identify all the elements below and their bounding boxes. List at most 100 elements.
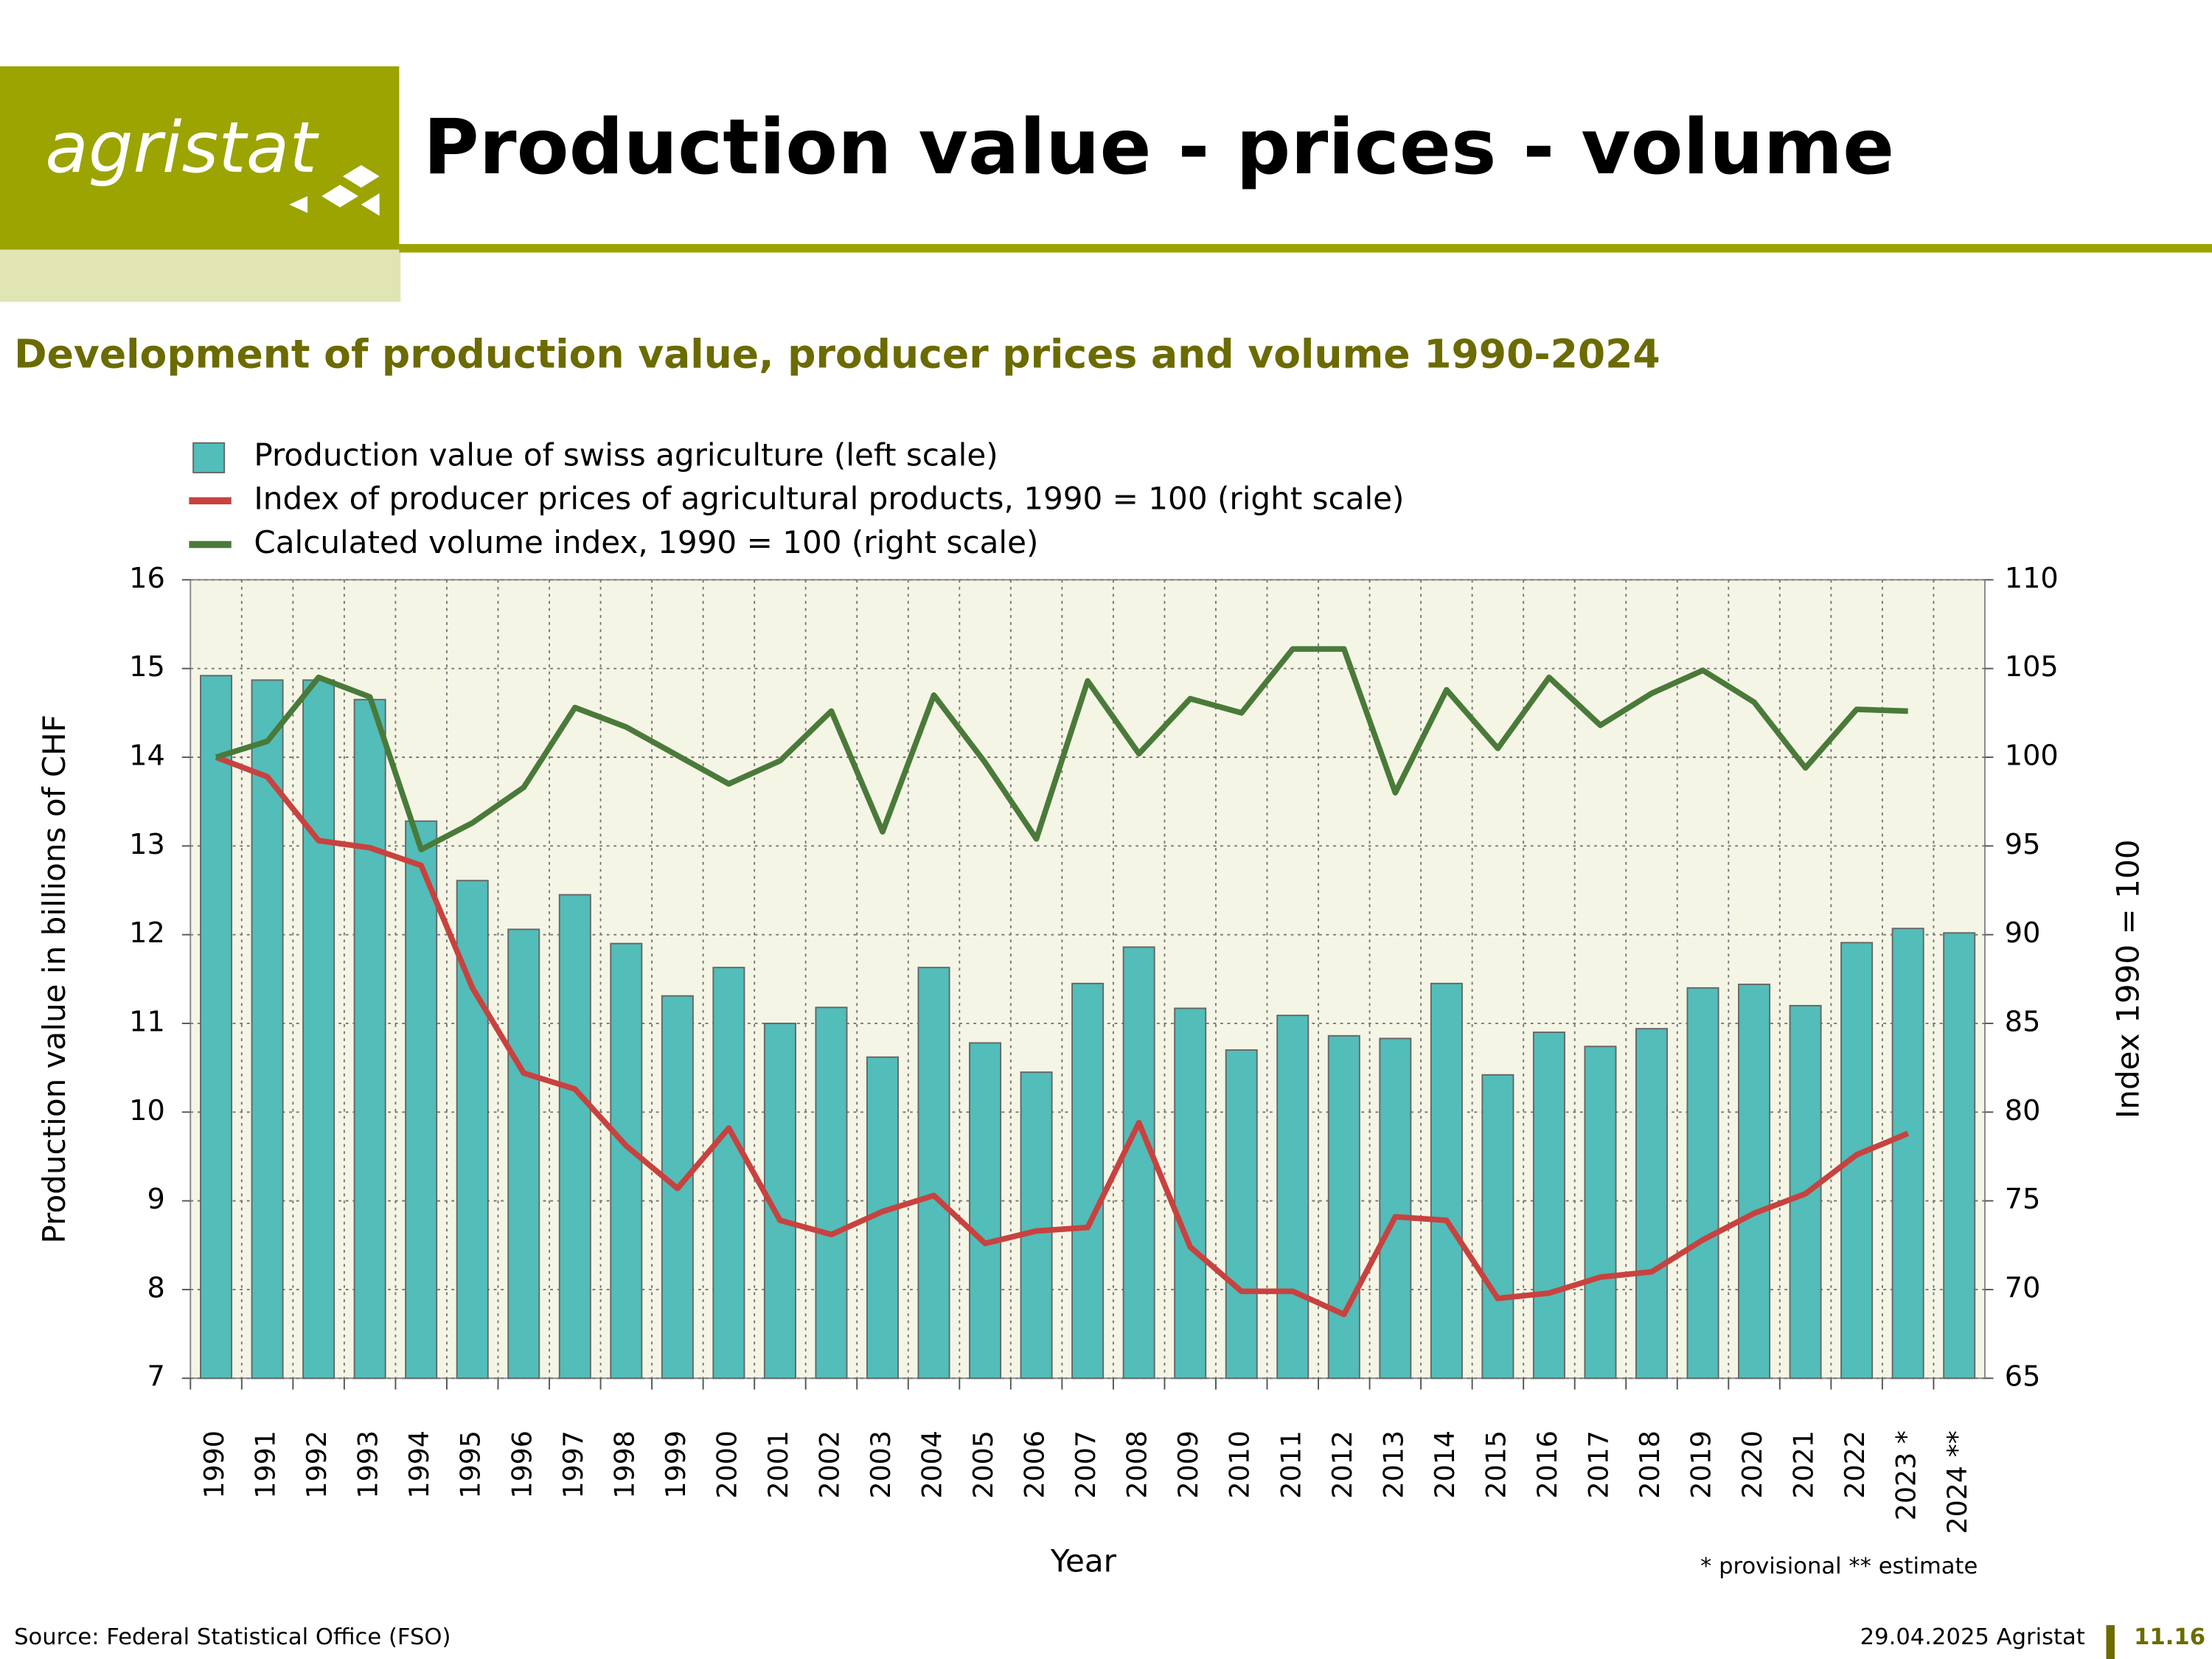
bar [815,1006,848,1380]
bar [1225,1049,1258,1380]
x-tick-label: 1990 [198,1430,230,1499]
bar [969,1042,1002,1380]
y-tick-label: 12 [129,917,165,950]
y2-tick-label: 95 [2005,828,2041,861]
x-tick-label: 1992 [301,1430,333,1499]
bar [1327,1034,1360,1380]
bar [712,967,745,1380]
x-tick-label: 1999 [660,1430,692,1499]
y-tick-label: 11 [129,1005,165,1038]
bar [1174,1007,1207,1380]
y2-tick-label: 110 [2005,562,2059,595]
header-rule [399,243,2212,253]
y-tick-label: 16 [129,562,165,595]
y2-tick-label: 90 [2005,917,2041,950]
footer-bar [2106,1625,2115,1659]
x-tick-label: 2015 [1480,1430,1512,1499]
bar [1276,1015,1310,1380]
y-axis-label: Production value in billions of CHF [36,714,72,1244]
x-tick-label: 1998 [608,1430,640,1499]
bar [610,942,643,1380]
bar [405,820,438,1380]
bar [1635,1028,1668,1380]
x-tick-label: 2000 [711,1430,742,1499]
bar [1789,1004,1822,1380]
bar [1020,1071,1053,1380]
y-tick-label: 9 [147,1183,165,1216]
x-tick-label: 2001 [762,1430,794,1498]
y2-tick-label: 80 [2005,1094,2041,1127]
bar [302,679,335,1380]
bar [353,698,386,1380]
legend-swatch [192,442,226,473]
bar [1738,984,1771,1380]
x-tick-label: 2020 [1736,1430,1768,1499]
x-tick-label: 2018 [1634,1430,1666,1499]
bar [1532,1032,1565,1380]
x-tick-label: 1996 [506,1430,538,1499]
x-tick-label: 2024 ** [1941,1430,1973,1534]
page-title: Production value - prices - volume [423,103,1894,192]
x-tick-label: 2008 [1121,1430,1153,1498]
y2-tick-label: 75 [2005,1183,2041,1216]
y-tick-label: 14 [129,739,165,772]
x-tick-label: 1993 [352,1430,384,1499]
y2-tick-label: 100 [2005,739,2059,772]
bar [1686,987,1719,1380]
page-number: 11.16 [2134,1624,2205,1650]
x-tick-label: 2014 [1429,1430,1461,1498]
source: Source: Federal Statistical Office (FSO) [14,1624,451,1650]
legend-label: Index of producer prices of agricultural… [254,481,1404,517]
y-tick-label: 15 [129,650,165,684]
x-tick-label: 1994 [403,1430,435,1499]
legend-label: Production value of swiss agriculture (l… [254,437,998,473]
bar [1943,932,1976,1380]
bar [1430,982,1463,1380]
x-tick-label: 2011 [1275,1430,1307,1498]
bar [917,967,950,1380]
x-tick-label: 2017 [1582,1430,1614,1499]
y2-tick-label: 105 [2005,650,2059,684]
chart-title: Development of production value, produce… [14,331,1660,378]
bar [1584,1046,1617,1380]
bar [1122,946,1155,1380]
x-tick-label: 2019 [1686,1430,1717,1499]
x-tick-label: 2010 [1224,1430,1256,1499]
logo-text: agristat [45,106,319,189]
y-tick-label: 8 [147,1271,165,1304]
x-tick-label: 1995 [455,1430,487,1499]
bar [1379,1037,1412,1380]
y2-axis-label: Index 1990 = 100 [2110,839,2146,1119]
x-tick-label: 2005 [967,1430,999,1499]
y-tick-label: 7 [147,1360,165,1394]
x-tick-label: 2022 [1839,1430,1871,1499]
y-tick-label: 10 [129,1094,165,1127]
x-tick-label: 1997 [557,1430,589,1499]
x-tick-label: 2002 [813,1430,845,1499]
note: * provisional ** estimate [1700,1554,1978,1579]
y2-tick-label: 70 [2005,1271,2041,1304]
date: 29.04.2025 Agristat [1860,1624,2085,1650]
x-tick-label: 2004 [917,1430,948,1499]
y-tick-label: 13 [129,828,165,861]
y2-tick-label: 85 [2005,1005,2041,1038]
bar [1891,928,1924,1380]
bar [1840,942,1874,1380]
x-tick-label: 2006 [1019,1430,1051,1499]
x-tick-label: 1991 [250,1430,282,1499]
y2-tick-label: 65 [2005,1360,2041,1394]
logo-shadow [0,249,401,302]
x-tick-label: 2003 [865,1430,897,1499]
x-tick-label: 2023 * [1891,1430,1922,1520]
x-tick-label: 2012 [1326,1430,1358,1499]
bar [1071,982,1105,1380]
bar [558,894,591,1380]
logo-box [0,66,400,250]
bar [507,928,540,1380]
legend-label: Calculated volume index, 1990 = 100 (rig… [254,524,1038,560]
x-tick-label: 2009 [1172,1430,1204,1499]
line [215,754,1910,1318]
x-tick-label: 2021 [1788,1430,1820,1499]
bar [251,679,284,1380]
